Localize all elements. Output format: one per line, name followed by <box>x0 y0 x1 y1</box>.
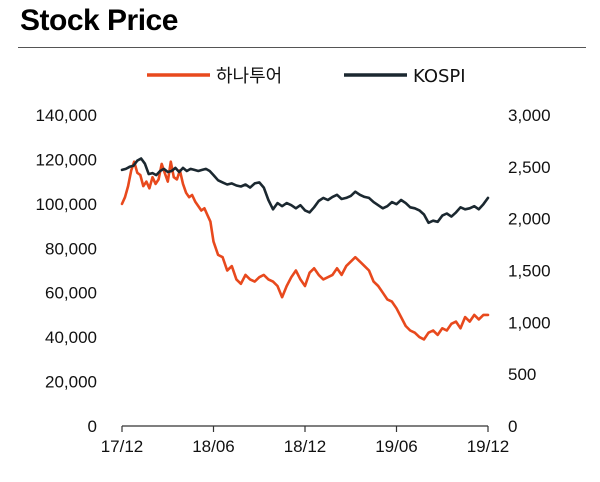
right-tick-label: 1,500 <box>508 262 551 281</box>
right-axis-ticks: 0 500 1,000 1,500 2,000 2,500 3,000 <box>508 106 551 436</box>
series-group <box>120 157 490 341</box>
x-axis-ticks: 17/12 18/06 18/12 19/06 19/12 <box>101 426 510 456</box>
left-tick-label: 120,000 <box>36 150 97 169</box>
left-axis-ticks: 0 20,000 40,000 60,000 80,000 100,000 120,000 1… <box>36 106 97 436</box>
right-tick-label: 3,000 <box>508 106 551 125</box>
right-tick-label: 1,000 <box>508 313 551 332</box>
x-tick-label: 19/06 <box>375 437 418 456</box>
x-tick-label: 19/12 <box>467 437 510 456</box>
x-tick-label: 17/12 <box>101 437 144 456</box>
right-tick-label: 2,000 <box>508 210 551 229</box>
title-divider <box>18 47 586 48</box>
left-tick-label: 40,000 <box>45 328 97 347</box>
x-tick-label: 18/06 <box>192 437 235 456</box>
left-tick-label: 60,000 <box>45 284 97 303</box>
left-tick-label: 100,000 <box>36 195 97 214</box>
series-line-hanatour <box>120 160 490 341</box>
series-line-kospi <box>120 157 490 225</box>
right-tick-label: 500 <box>508 365 536 384</box>
left-tick-label: 80,000 <box>45 239 97 258</box>
left-tick-label: 140,000 <box>36 106 97 125</box>
page-title: Stock Price <box>20 4 178 37</box>
right-tick-label: 0 <box>508 417 517 436</box>
legend-label-hanatour: 하나투어 <box>216 66 282 87</box>
x-tick-label: 18/12 <box>284 437 327 456</box>
right-tick-label: 2,500 <box>508 158 551 177</box>
left-tick-label: 20,000 <box>45 373 97 392</box>
legend: 하나투어 KOSPI <box>147 66 466 87</box>
legend-label-kospi: KOSPI <box>413 66 466 87</box>
left-tick-label: 0 <box>88 417 97 436</box>
